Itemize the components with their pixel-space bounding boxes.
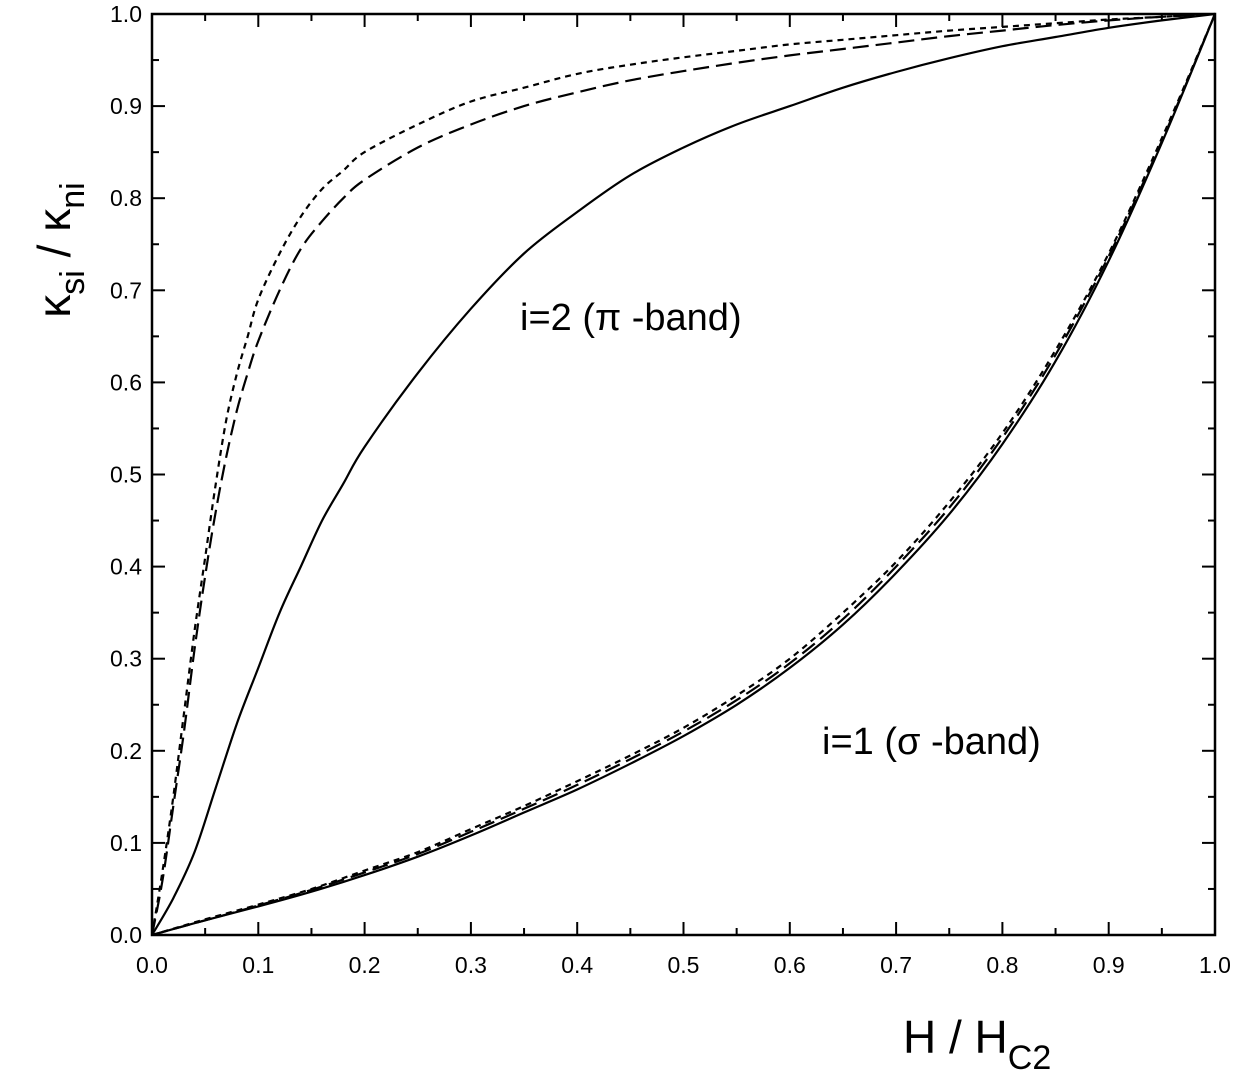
x-tick-label: 0.0 [136,952,168,978]
x-tick-label: 1.0 [1199,952,1231,978]
x-tick-label: 0.2 [349,952,381,978]
x-tick-label: 0.5 [668,952,700,978]
plot-frame [150,12,1217,937]
x-axis-title-main: H / H [903,1011,1008,1063]
annotation-pi-band: i=2 (π -band) [520,297,742,339]
plot-curves [150,12,1217,937]
y-tick-label: 0.3 [110,646,142,672]
x-tick-label: 0.3 [455,952,487,978]
curve-pi-solid [151,12,1216,936]
x-tick-label: 0.1 [242,952,274,978]
x-tick-label: 0.8 [986,952,1018,978]
x-tick-label: 0.6 [774,952,806,978]
x-axis-title: H / HC2 [903,1011,1051,1077]
y-tick-label: 1.0 [110,1,142,27]
y-tick-label: 0.1 [110,830,142,856]
y-axis-title-sub-ni: ni [54,182,92,208]
y-tick-label: 0.6 [110,369,142,395]
y-tick-label: 0.9 [110,93,142,119]
x-axis-title-sub: C2 [1008,1039,1051,1077]
y-axis-title-separator: / [28,232,80,270]
y-tick-label: 0.4 [110,554,142,580]
curve-sigma-dotted [151,13,1217,937]
y-tick-label: 0.0 [110,922,142,948]
y-axis-title-kappa-s: κ [28,294,80,318]
y-axis-title: κsi / κni [28,182,92,317]
axis-ticks [151,13,1216,936]
curve-pi-dotted [150,12,1216,936]
curve-pi-dashed [150,12,1216,936]
x-tick-label: 0.9 [1093,952,1125,978]
y-tick-label: 0.8 [110,185,142,211]
x-tick-label: 0.7 [880,952,912,978]
y-tick-label: 0.2 [110,738,142,764]
curve-sigma-dashed [151,13,1217,937]
curve-sigma-solid [151,13,1217,937]
annotation-sigma-band: i=1 (σ -band) [822,721,1041,763]
y-axis-title-sub-si: si [54,270,92,295]
y-tick-label: 0.7 [110,277,142,303]
x-tick-label: 0.4 [561,952,593,978]
axis-tick-labels: 0.0 0.1 0.2 0.3 0.4 0.5 0.6 0.7 0.8 0.9 1.0 0.0 0.1 0… [110,1,1231,978]
y-tick-label: 0.5 [110,462,142,488]
y-axis-title-kappa-n: κ [28,208,80,232]
